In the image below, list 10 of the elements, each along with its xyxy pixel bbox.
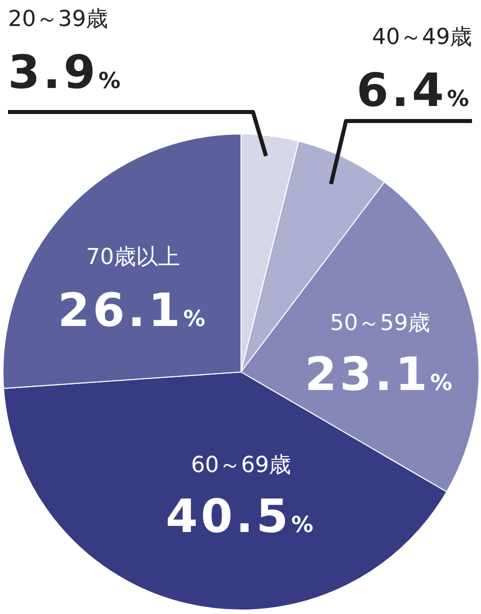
slice-label: 20～39歳 — [8, 7, 108, 32]
data-label: 23.1% — [304, 347, 456, 401]
slice-label: 50～59歳 — [330, 311, 430, 336]
data-label: 3.9% — [8, 45, 124, 99]
slice-label: 70歳以上 — [86, 245, 180, 270]
data-label: 26.1% — [58, 283, 208, 337]
data-label: 40.5% — [166, 489, 316, 543]
slice-label: 60～69歳 — [191, 453, 291, 478]
slice-label: 40～49歳 — [372, 25, 472, 50]
data-label: 6.4% — [356, 63, 472, 117]
